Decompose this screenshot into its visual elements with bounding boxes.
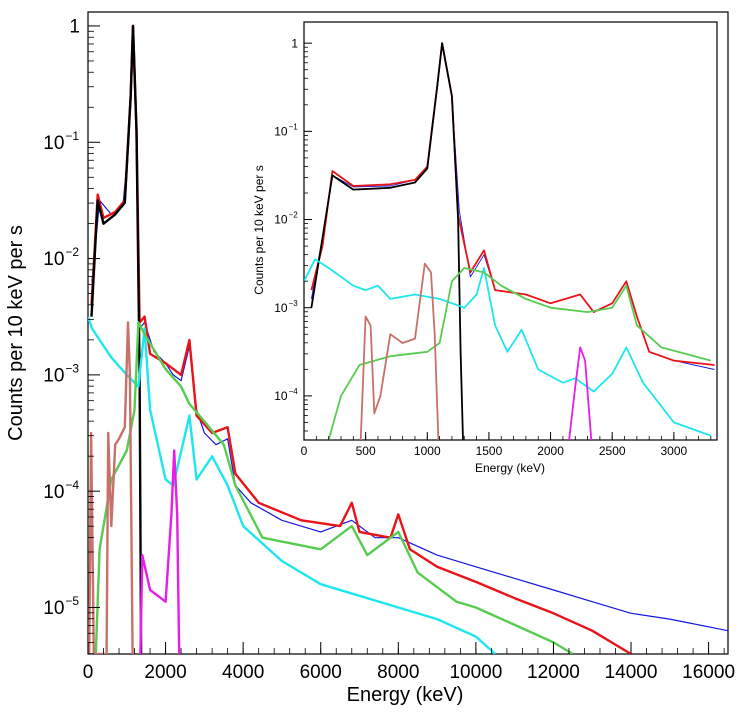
inset-y-tick-label: 1: [291, 36, 298, 50]
main-series-group: [88, 24, 728, 654]
inset-y-tick-exponent: −1: [289, 123, 299, 132]
main-x-axis-label: Energy (keV): [347, 684, 464, 706]
inset-series-black-component: [310, 42, 464, 440]
main-x-tick-label: 2000: [144, 662, 186, 683]
inset-y-tick-exponent: −3: [289, 299, 299, 308]
inset-y-tick-label: 10: [274, 389, 288, 403]
main-y-tick-exponent: −3: [65, 362, 79, 376]
main-y-tick-label: 10: [43, 598, 64, 619]
inset-x-axis-label: Energy (keV): [475, 461, 545, 475]
main-y-tick-label: 10: [43, 366, 64, 387]
inset-plot-frame: [303, 21, 718, 441]
inset-x-tick-label: 3000: [660, 444, 687, 458]
main-x-tick-label: 6000: [300, 662, 342, 683]
inset-y-axis-label: Counts per 10 keV per s: [252, 165, 266, 294]
main-x-tick-label: 8000: [377, 662, 419, 683]
inset-x-tick-label: 1000: [414, 444, 441, 458]
main-series-black-component: [90, 24, 143, 654]
inset-y-tick-label: 10: [274, 301, 288, 315]
main-x-tick-label: 14000: [605, 662, 658, 683]
inset-series-total-model: [310, 42, 715, 366]
main-x-tick-label: 12000: [527, 662, 580, 683]
main-y-tick-exponent: −2: [65, 245, 79, 259]
inset-y-tick-label: 10: [274, 125, 288, 139]
main-y-tick-label: 10: [43, 133, 64, 154]
main-x-tick-label: 4000: [222, 662, 264, 683]
inset-series-brown-component: [359, 262, 440, 440]
inset-y-tick-exponent: −4: [289, 387, 299, 396]
main-y-tick-label: 10: [43, 249, 64, 270]
main-y-tick-exponent: −1: [65, 129, 79, 143]
main-y-axis-label: Counts per 10 keV per s: [5, 225, 27, 441]
main-x-tick-label: 16000: [682, 662, 735, 683]
inset-x-tick-label: 2000: [537, 444, 564, 458]
inset-y-tick-label: 10: [274, 213, 288, 227]
main-y-tick-exponent: −4: [65, 478, 79, 492]
inset-series-green-component: [327, 267, 712, 440]
inset-x-tick-label: 500: [356, 444, 376, 458]
main-x-tick-label: 10000: [449, 662, 502, 683]
inset-x-tick-label: 1500: [476, 444, 503, 458]
main-y-tick-label: 10: [43, 482, 64, 503]
main-axes: 0 2000 4000 6000 8000 10000 12000 14000 16000110…: [43, 17, 735, 683]
main-plot-frame: [87, 11, 729, 655]
inset-series-magenta-component: [568, 346, 593, 440]
inset-y-tick-exponent: −2: [289, 211, 299, 220]
inset-x-tick-label: 0: [301, 444, 308, 458]
main-x-tick-label: 0: [83, 662, 94, 683]
main-series-brown-component: [88, 321, 134, 654]
inset-series-group: [304, 42, 715, 440]
main-series-cyan-component: [88, 316, 497, 654]
main-series-green-component: [94, 321, 574, 654]
main-y-tick-label: 1: [69, 17, 80, 38]
inset-x-tick-label: 2500: [599, 444, 626, 458]
main-chart: 0 2000 4000 6000 8000 10000 12000 14000 16000110…: [5, 11, 735, 706]
main-series-magenta-component: [139, 449, 181, 654]
inset-background: [256, 14, 722, 456]
inset-series-cyan-component: [304, 258, 712, 437]
main-y-tick-exponent: −5: [65, 594, 79, 608]
